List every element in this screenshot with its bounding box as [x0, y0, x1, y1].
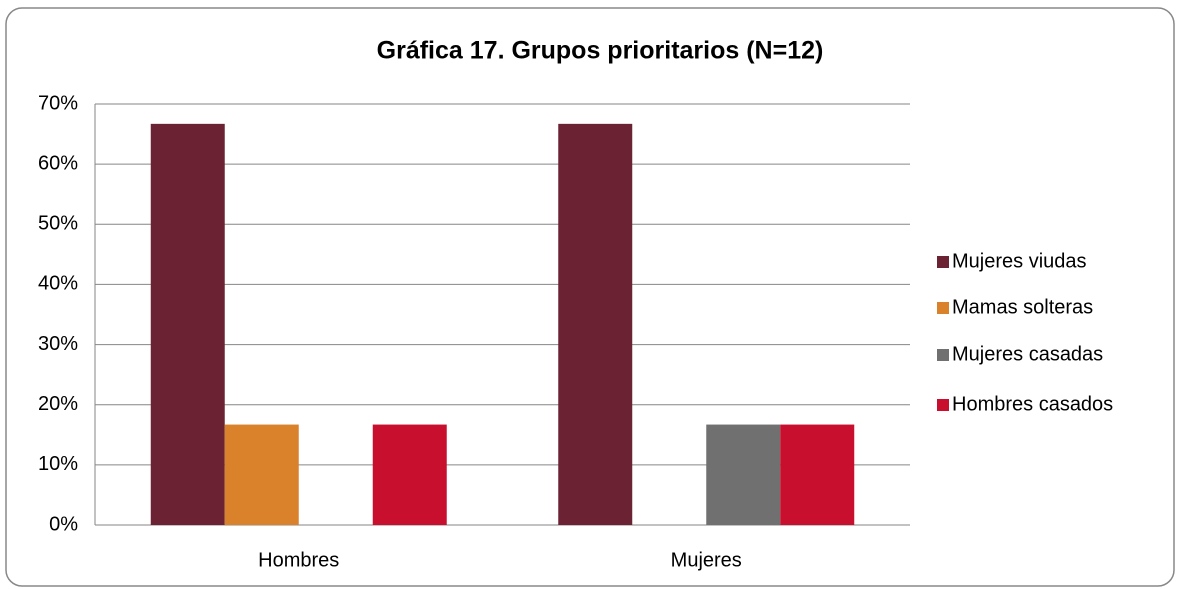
- x-tick-label: Hombres: [258, 549, 339, 571]
- y-tick-label: 60%: [38, 152, 78, 174]
- chart-title: Gráfica 17. Grupos prioritarios (N=12): [377, 37, 824, 65]
- legend-swatch: [937, 349, 949, 361]
- y-tick-label: 50%: [38, 213, 78, 235]
- bar: [150, 123, 225, 526]
- y-tick-label: 70%: [38, 92, 78, 114]
- legend-swatch: [937, 256, 949, 268]
- x-tick-label: Mujeres: [671, 549, 742, 571]
- y-tick-label: 0%: [49, 513, 78, 535]
- legend-label: Mamas solteras: [952, 296, 1093, 318]
- legend-label: Mujeres casadas: [952, 343, 1103, 365]
- bar: [558, 123, 633, 526]
- y-tick-label: 40%: [38, 273, 78, 295]
- y-tick-label: 10%: [38, 453, 78, 475]
- bar: [780, 424, 855, 525]
- y-tick-label: 30%: [38, 333, 78, 355]
- bar: [372, 424, 447, 525]
- legend-swatch: [937, 302, 949, 314]
- y-tick-label: 20%: [38, 393, 78, 415]
- legend-label: Hombres casados: [952, 393, 1113, 415]
- legend-swatch: [937, 399, 949, 411]
- bar: [706, 424, 781, 525]
- legend-label: Mujeres viudas: [952, 250, 1087, 272]
- bar: [224, 424, 299, 525]
